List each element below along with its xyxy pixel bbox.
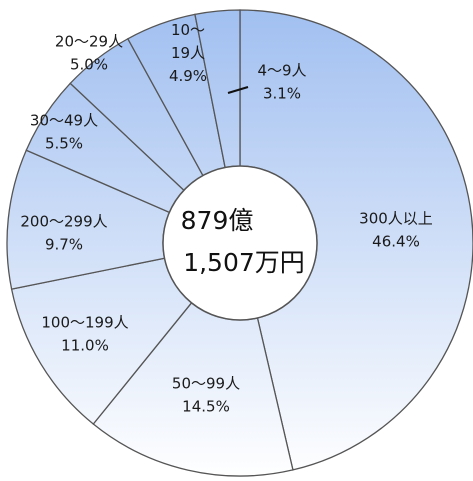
center-label-line1: 879億	[181, 206, 254, 235]
slice-label-0: 300人以上 46.4%	[359, 210, 433, 251]
center-label-line2: 1,507万円	[183, 248, 305, 277]
slices	[6, 9, 473, 477]
slice-label-5: 20〜29人 5.0%	[55, 33, 123, 74]
slice-label-3: 200〜299人 9.7%	[20, 213, 107, 254]
donut-hole	[162, 165, 318, 321]
slice-label-2: 100〜199人 11.0%	[41, 314, 128, 355]
leader-line-4-9	[227, 86, 249, 94]
slice-label-4: 30〜49人 5.5%	[30, 112, 98, 153]
slice-label-7: 4〜9人 3.1%	[257, 62, 306, 103]
slice-labels: 300人以上 46.4% 50〜99人 14.5% 100〜199人 11.0% 200〜2…	[20, 21, 432, 416]
slice-label-1: 50〜99人 14.5%	[172, 375, 240, 416]
slice-label-6: 10〜 19人 4.9%	[169, 21, 207, 85]
